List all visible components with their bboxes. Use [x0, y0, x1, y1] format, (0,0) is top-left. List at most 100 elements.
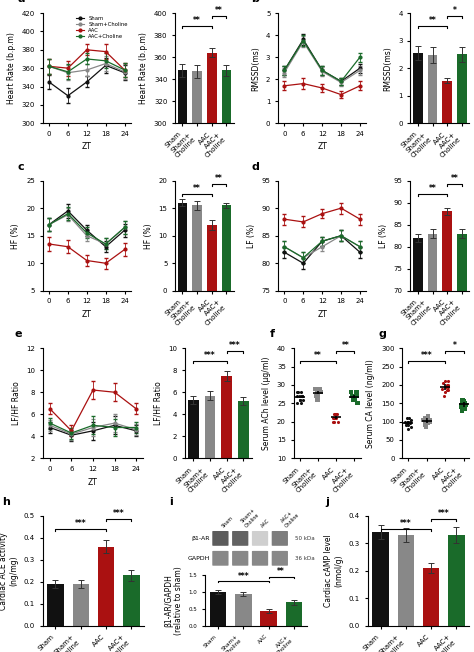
Point [463, 400, 470, 410]
Text: β1-AR: β1-AR [192, 536, 210, 541]
Point [438, 383, 446, 394]
Text: **: ** [277, 567, 285, 576]
Bar [205, 396, 216, 458]
Text: e: e [15, 329, 22, 339]
Point [404, 424, 411, 434]
Bar [442, 211, 452, 599]
FancyBboxPatch shape [212, 531, 228, 546]
Bar [428, 55, 438, 123]
Y-axis label: LF/HF Ratio: LF/HF Ratio [11, 381, 20, 425]
Point [312, 391, 320, 401]
Point [331, 409, 338, 419]
Point [298, 391, 305, 401]
Point [422, 422, 430, 432]
FancyBboxPatch shape [232, 531, 248, 546]
Point [351, 394, 359, 405]
Text: ***: *** [204, 351, 216, 361]
Point [442, 381, 449, 392]
Bar [442, 81, 452, 123]
Text: j: j [325, 497, 329, 507]
Point [443, 379, 450, 390]
Y-axis label: Serum ACh level (μg/ml): Serum ACh level (μg/ml) [262, 357, 271, 450]
FancyBboxPatch shape [212, 551, 228, 566]
Point [421, 418, 429, 428]
Point [407, 418, 414, 428]
Bar [123, 575, 140, 626]
Point [407, 417, 414, 427]
Text: Sham: Sham [220, 514, 234, 528]
Bar [428, 233, 438, 599]
Point [458, 398, 466, 408]
Text: ***: *** [113, 509, 125, 518]
Text: AAC+
Choline: AAC+ Choline [280, 508, 301, 528]
Point [444, 385, 451, 396]
Y-axis label: LF (%): LF (%) [247, 224, 256, 248]
Point [419, 415, 427, 425]
Text: i: i [170, 497, 173, 507]
Bar [73, 584, 89, 626]
Point [354, 398, 361, 408]
Text: 50 kDa: 50 kDa [294, 536, 314, 541]
Point [406, 413, 413, 423]
Point [443, 385, 451, 396]
Bar [238, 401, 249, 458]
Y-axis label: RMSSD(ms): RMSSD(ms) [251, 46, 260, 91]
Point [318, 387, 325, 398]
Point [439, 378, 447, 388]
Text: **: ** [215, 7, 223, 15]
Bar [98, 546, 114, 626]
Point [298, 391, 306, 401]
Y-axis label: RMSSD(ms): RMSSD(ms) [384, 46, 393, 91]
Text: *: * [453, 342, 456, 350]
Text: GAPDH: GAPDH [188, 556, 210, 561]
Point [402, 420, 410, 430]
X-axis label: ZT: ZT [317, 310, 327, 319]
Point [335, 417, 342, 427]
Text: **: ** [341, 342, 349, 350]
Text: g: g [379, 329, 386, 339]
Bar [192, 72, 202, 454]
Text: **: ** [193, 16, 201, 25]
Point [353, 398, 361, 408]
Point [329, 413, 337, 423]
Point [459, 398, 467, 408]
Bar [222, 205, 231, 291]
Text: f: f [270, 329, 275, 339]
Point [459, 394, 466, 405]
Bar [260, 611, 277, 626]
Point [313, 383, 321, 394]
Text: **: ** [451, 174, 458, 183]
Point [426, 415, 434, 425]
Bar [188, 400, 199, 458]
Point [421, 413, 428, 423]
Point [440, 391, 448, 401]
Bar [207, 225, 217, 291]
Text: *: * [453, 7, 456, 15]
Point [424, 418, 431, 428]
Point [424, 411, 432, 421]
Text: **: ** [428, 184, 437, 193]
Point [458, 406, 466, 416]
Point [330, 409, 338, 419]
Point [349, 394, 356, 405]
Point [351, 394, 358, 405]
Point [295, 387, 302, 398]
Point [330, 417, 337, 427]
Point [298, 391, 306, 401]
Y-axis label: Heart Rate (b.p.m): Heart Rate (b.p.m) [7, 32, 16, 104]
Point [330, 413, 337, 423]
Legend: Sham, Sham+Choline, AAC, AAC+Choline: Sham, Sham+Choline, AAC, AAC+Choline [75, 16, 128, 39]
Point [330, 417, 337, 427]
Point [407, 422, 415, 432]
Bar [235, 594, 252, 626]
Text: **: ** [428, 16, 437, 25]
Text: ***: *** [438, 509, 449, 518]
Y-axis label: Cardiac cAMP level
(nmol/g): Cardiac cAMP level (nmol/g) [324, 535, 343, 607]
FancyBboxPatch shape [252, 531, 268, 546]
X-axis label: ZT: ZT [82, 143, 92, 151]
Text: **: ** [215, 174, 223, 183]
Point [354, 387, 361, 398]
Bar [178, 70, 187, 454]
Text: c: c [18, 162, 25, 171]
Bar [457, 54, 466, 123]
